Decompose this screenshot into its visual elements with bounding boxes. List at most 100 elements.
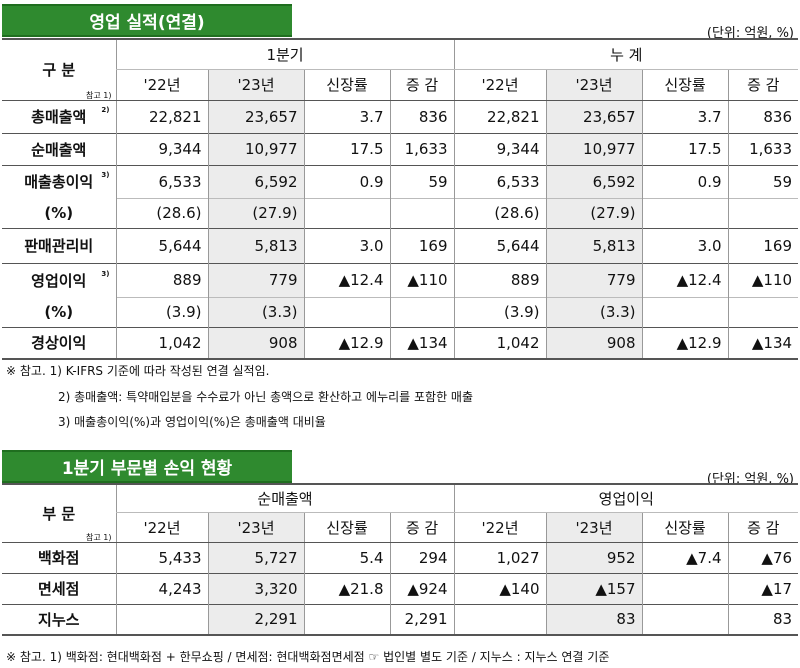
table-cell: ▲76 — [727, 542, 799, 573]
column-header: '23년 — [207, 512, 304, 543]
table-cell: 6,592 — [207, 164, 304, 198]
row-label: 판매관리비 — [2, 227, 116, 263]
table-cell — [303, 197, 390, 228]
table-cell: 2,291 — [207, 603, 304, 635]
table-cell: ▲134 — [727, 326, 799, 359]
table-cell: ▲134 — [389, 326, 455, 359]
table-cell: 83 — [545, 603, 643, 635]
column-header: 신장률 — [303, 69, 390, 101]
table-cell: 5,727 — [207, 542, 304, 573]
table-cell — [303, 603, 390, 635]
section2-unit: (단위: 억원, %) — [706, 472, 794, 487]
section1-note-3: 3) 매출총이익(%)과 영업이익(%)은 총매출액 대비율 — [58, 415, 326, 429]
table-row: 영업이익 3) 889 779 ▲12.4 ▲110 889 779 ▲12.4 ▲110 — [2, 262, 799, 297]
table-cell: 6,592 — [545, 164, 643, 198]
table-cell: 59 — [389, 164, 455, 198]
table-cell: ▲157 — [545, 572, 643, 604]
table-cell: 1,042 — [453, 326, 547, 359]
table-cell: 294 — [389, 542, 455, 573]
table-cell — [115, 603, 208, 635]
row-label: 경상이익 — [2, 326, 116, 359]
row-label: 백화점 — [38, 549, 80, 567]
column-header: 증 감 — [389, 512, 455, 543]
column-header: '22년 — [115, 69, 208, 101]
table-row: 순매출액 9,344 10,977 17.5 1,633 9,344 10,977 17.5 1… — [2, 132, 799, 165]
table-cell: 0.9 — [641, 164, 729, 198]
table-cell: 908 — [545, 326, 643, 359]
table-cell: ▲12.9 — [303, 326, 390, 359]
table-cell: ▲12.9 — [641, 326, 729, 359]
table-cell: 5.4 — [303, 542, 390, 573]
table-cell: 908 — [207, 326, 304, 359]
table-cell — [453, 603, 547, 635]
table-cell: (3.9) — [453, 296, 547, 327]
table-cell: 779 — [207, 262, 304, 297]
table-cell: 779 — [545, 262, 643, 297]
column-header: 신장률 — [303, 512, 390, 543]
column-header: 증 감 — [727, 512, 799, 543]
category-header: 구 분 참고 1) — [2, 39, 116, 101]
table-cell: 22,821 — [115, 100, 208, 133]
table-cell: 22,821 — [453, 100, 547, 133]
footnote-marker: 3) — [101, 171, 110, 180]
ref-note: 참고 1) — [86, 90, 112, 100]
table-cell: 169 — [389, 227, 455, 263]
table-row: 판매관리비 5,644 5,813 3.0 169 5,644 5,813 3.0 169 — [2, 227, 799, 263]
row-label: 면세점 — [2, 572, 116, 604]
table-cell: 889 — [453, 262, 547, 297]
table-cell: ▲924 — [389, 572, 455, 604]
table-cell: 2,291 — [389, 603, 455, 635]
table-cell: 17.5 — [303, 132, 390, 165]
table-cell: 10,977 — [207, 132, 304, 165]
section2-note: ※ 참고. 1) 백화점: 현대백화점 + 한무쇼핑 / 면세점: 현대백화점면… — [6, 650, 610, 664]
section2-title: 1분기 부문별 손익 현황 — [2, 450, 292, 483]
table-row: 총매출액 2) 22,821 23,657 3.7 836 22,821 23,657 3.7 8… — [2, 100, 799, 133]
table-row: 매출총이익 3) 6,533 6,592 0.9 59 6,533 6,592 0.9 59 — [2, 164, 799, 198]
row-label: (%) — [44, 203, 74, 222]
section2-table: 부 문 참고 1) 순매출액 영업이익 '22년 '23년 신장률 증 감 '22년 '2… — [2, 483, 799, 636]
table-cell: 0.9 — [303, 164, 390, 198]
ref-note: 참고 1) — [86, 532, 112, 542]
column-header: '22년 — [115, 512, 208, 543]
table-cell — [303, 296, 390, 327]
section1-note-1: ※ 참고. 1) K-IFRS 기준에 따라 작성된 연결 실적임. — [6, 364, 270, 378]
table-cell: (28.6) — [115, 197, 208, 228]
table-cell: (27.9) — [207, 197, 304, 228]
table-cell: 3,320 — [207, 572, 304, 604]
column-header: '22년 — [453, 69, 547, 101]
table-cell: 5,644 — [453, 227, 547, 263]
table-cell: 1,042 — [115, 326, 208, 359]
table-cell: 1,027 — [453, 542, 547, 573]
column-header: '22년 — [453, 512, 547, 543]
table-cell — [641, 603, 729, 635]
column-header: '23년 — [545, 512, 643, 543]
row-label: 영업이익 3) — [2, 262, 116, 297]
table-cell: 5,644 — [115, 227, 208, 263]
table-cell: 836 — [727, 100, 799, 133]
table-row: 면세점 4,243 3,320 ▲21.8 ▲924 ▲140 ▲157 ▲17 — [2, 572, 799, 604]
section1-title: 영업 실적(연결) — [2, 4, 292, 37]
table-cell: 3.0 — [641, 227, 729, 263]
table-cell — [389, 296, 455, 327]
table-cell — [727, 197, 799, 228]
table-cell — [641, 572, 729, 604]
table-cell: 952 — [545, 542, 643, 573]
table-cell: 59 — [727, 164, 799, 198]
section1-table: 구 분 참고 1) 1분기 누 계 '22년 '23년 신장률 증 감 '22년 '23년… — [2, 38, 799, 360]
table-cell: ▲17 — [727, 572, 799, 604]
table-cell: 83 — [727, 603, 799, 635]
table-cell: 6,533 — [453, 164, 547, 198]
table-cell: 1,633 — [727, 132, 799, 165]
table-cell: (3.9) — [115, 296, 208, 327]
table-cell: (3.3) — [207, 296, 304, 327]
group2-header: 누 계 — [453, 39, 799, 70]
group2-header: 영업이익 — [453, 484, 799, 513]
table-cell: 169 — [727, 227, 799, 263]
table-cell: 889 — [115, 262, 208, 297]
row-label: 매출총이익 3) — [2, 164, 116, 198]
table-cell: ▲21.8 — [303, 572, 390, 604]
footnote-marker: 3) — [101, 269, 110, 278]
table-row: 백화점 5,433 5,727 5.4 294 1,027 952 ▲7.4 ▲76 — [2, 542, 799, 573]
column-header: 신장률 — [641, 69, 729, 101]
table-cell: 836 — [389, 100, 455, 133]
